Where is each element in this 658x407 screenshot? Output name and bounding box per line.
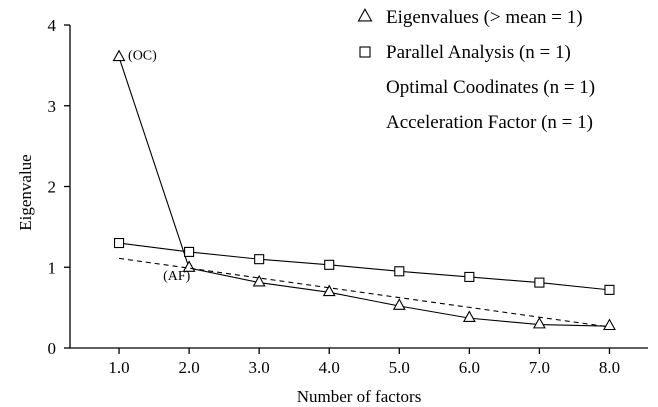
square-marker	[534, 277, 545, 288]
series-layer	[112, 49, 616, 331]
y-axis-label: Eigenvalue	[16, 154, 35, 230]
axes: 1.0 2.0 3.0 4.0 5.0 6.0 7.0 8.0 0 1 2 3 4	[48, 16, 648, 377]
x-tick-label: 8.0	[599, 358, 620, 377]
square-marker	[113, 237, 125, 249]
y-tick-label: 4	[48, 16, 57, 35]
annotation-oc: (OC)	[128, 48, 157, 63]
x-tick-label: 1.0	[108, 358, 129, 377]
series-1	[112, 49, 616, 331]
square-marker	[604, 284, 615, 295]
legend-entry-2: Parallel Analysis (n = 1)	[386, 42, 571, 63]
x-tick-label: 5.0	[389, 358, 410, 377]
x-tick-label: 4.0	[319, 358, 340, 377]
legend: Eigenvalues (> mean = 1) Parallel Analysi…	[357, 7, 595, 133]
annotation-layer: (OC) (AF)	[128, 48, 191, 284]
square-marker	[184, 246, 195, 257]
x-tick-label: 7.0	[529, 358, 550, 377]
triangle-marker	[603, 318, 616, 331]
square-marker	[394, 266, 405, 277]
y-tick-label: 0	[48, 339, 57, 358]
square-marker	[464, 271, 475, 282]
legend-triangle-marker	[357, 8, 373, 22]
legend-entry-1: Eigenvalues (> mean = 1)	[386, 7, 583, 28]
legend-entry-3: Optimal Coodinates (n = 1)	[386, 77, 595, 98]
triangle-marker	[392, 298, 406, 310]
series-2-line	[118, 242, 610, 291]
x-tick-label: 6.0	[459, 358, 480, 377]
x-axis-label: Number of factors	[297, 387, 422, 406]
triangle-marker	[112, 49, 126, 62]
annotation-af: (AF)	[163, 269, 191, 284]
triangle-marker	[462, 310, 476, 322]
x-tick-label: 2.0	[178, 358, 199, 377]
series-3-line	[118, 257, 610, 328]
legend-square-marker	[359, 46, 371, 58]
legend-entry-4: Acceleration Factor (n = 1)	[386, 112, 593, 133]
triangle-marker	[532, 316, 546, 329]
triangle-marker	[322, 284, 336, 297]
triangle-marker	[252, 274, 266, 287]
series-2	[113, 237, 615, 295]
square-marker	[324, 259, 335, 270]
y-tick-label: 2	[48, 178, 57, 197]
series-3	[118, 257, 610, 328]
series-1-line	[118, 57, 610, 327]
y-tick-label: 1	[48, 258, 57, 277]
square-marker	[254, 254, 265, 265]
x-tick-label: 3.0	[249, 358, 270, 377]
y-tick-label: 3	[48, 97, 57, 116]
